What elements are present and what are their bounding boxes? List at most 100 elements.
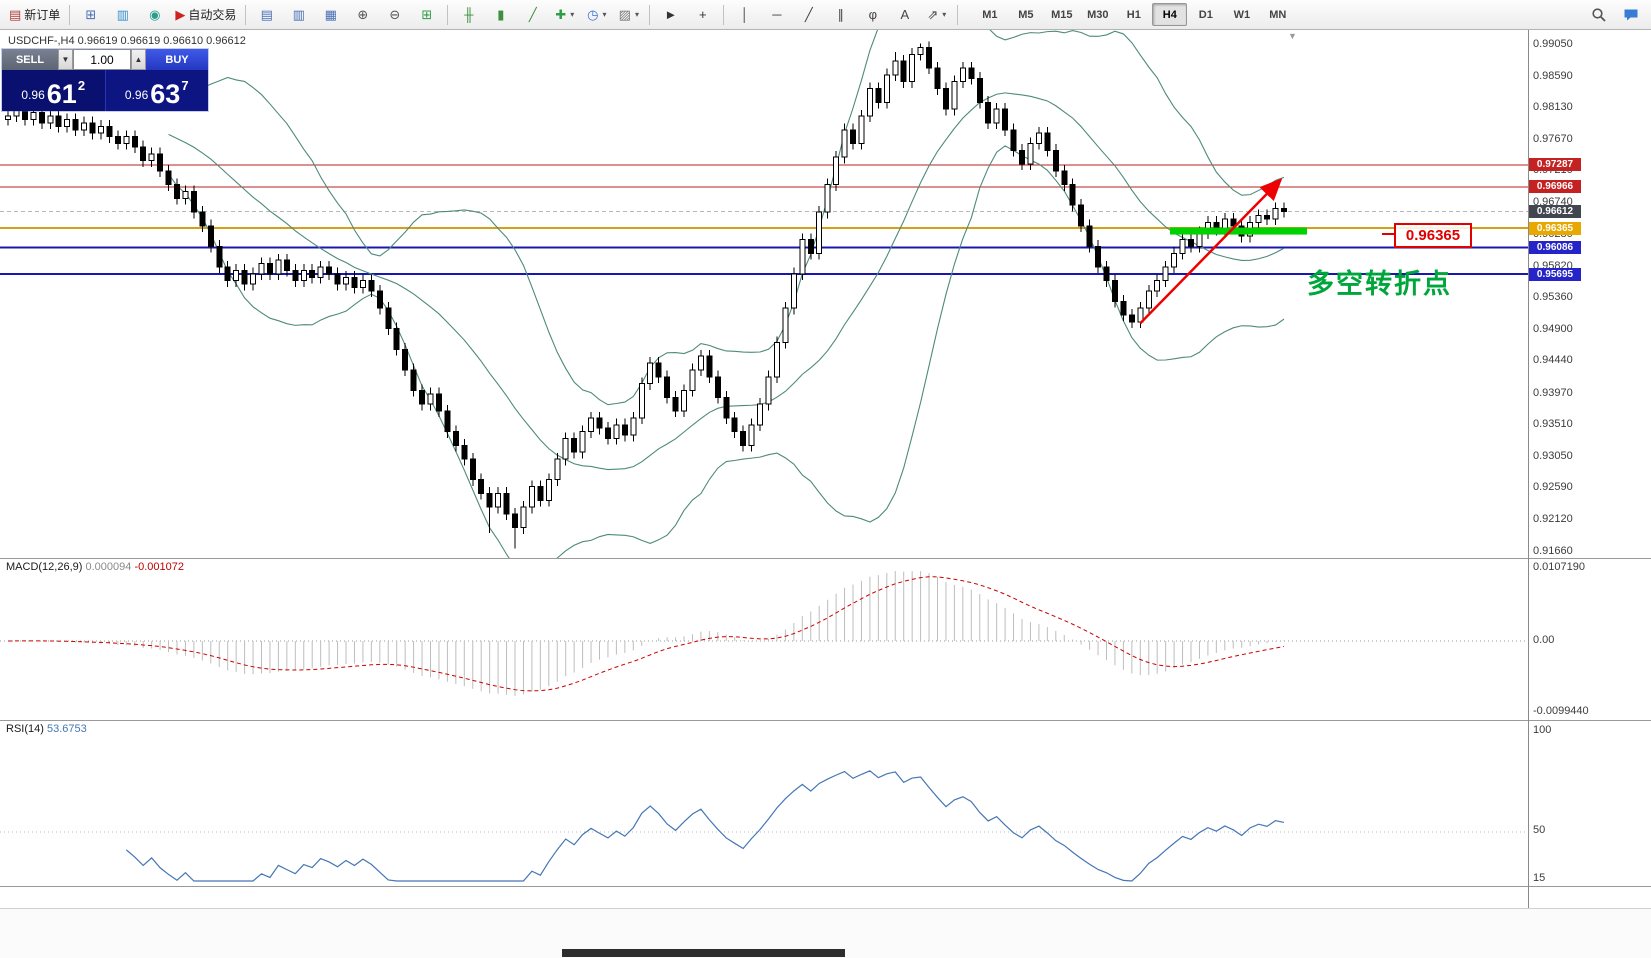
indicators-icon[interactable]: ✚ ▾ [549,2,580,28]
price-tag: 0.95695 [1529,267,1581,281]
toolbar-buttons: ▤ 新订单 ⊞ ▥ ◉ ▶ 自动交易 ▤ ▥ ▦ ⊕ ⊖ ⊞ ╫ ▮ ╱ ✚ ▾ ◷ ▾ ▨ ▾ ► + │ ─ ╱ ∥ φ A ⇗ ▾ [5,2,962,28]
toolbar-separator [69,4,71,25]
price-axis-label: 0.91660 [1533,545,1573,558]
crosshair-icon[interactable]: + [687,2,718,28]
toolbar: ▤ 新订单 ⊞ ▥ ◉ ▶ 自动交易 ▤ ▥ ▦ ⊕ ⊖ ⊞ ╫ ▮ ╱ ✚ ▾ ◷ ▾ ▨ ▾ ► + │ ─ ╱ ∥ φ A ⇗ ▾ M1… [0,0,1651,30]
buy-price-sup: 7 [181,78,189,93]
vertical-line-icon[interactable]: │ [729,2,760,28]
panel-separator[interactable] [0,720,1651,721]
arrows-icon[interactable]: ⇗ ▾ [921,2,952,28]
templates-icon: ▨ [618,7,631,22]
timeframe-m30[interactable]: M30 [1087,8,1109,21]
timeframe-m1[interactable]: M1 [982,8,998,21]
rsi-axis-label: 100 [1533,724,1552,736]
zoom-out-icon: ⊖ [389,7,401,22]
sell-price[interactable]: 0.96 61 2 [2,70,106,111]
channel-icon[interactable]: ∥ [825,2,856,28]
panel-separator[interactable] [0,558,1651,559]
horizontal-line-icon: ─ [772,7,782,22]
price-axis-label: 0.92590 [1533,481,1573,494]
candlesticks-icon: ▮ [497,7,505,22]
buy-button[interactable]: BUY [146,49,208,70]
macd-value: 0.000094 [85,561,132,573]
macd-signal-value: -0.001072 [134,561,184,573]
timeframe-h1[interactable]: H1 [1126,8,1141,21]
date-axis[interactable]: 3 Feb 202025 Feb 04:0026 Feb 12:0027 Feb… [0,886,1651,908]
ohlc-bars-icon[interactable]: ╫ [453,2,484,28]
toolbar-separator [447,4,449,25]
periods-icon[interactable]: ◷ ▾ [581,2,612,28]
new-order-button-label: 新订单 [24,8,61,22]
channel-icon: ∥ [837,7,845,22]
timeframe-mn[interactable]: MN [1269,8,1287,21]
zoom-in-icon[interactable]: ⊕ [347,2,378,28]
templates-icon[interactable]: ▨ ▾ [613,2,644,28]
new-order-button: ▤ [9,7,22,22]
sell-dropdown-icon[interactable]: ▼ [58,49,73,70]
rsi-chart[interactable] [0,721,1651,886]
fibonacci-icon[interactable]: φ [857,2,888,28]
dropdown-caret-icon: ▾ [570,10,575,19]
chart-tool-2-icon[interactable]: ▥ [283,2,314,28]
macd-chart[interactable] [0,559,1651,720]
candlesticks-icon[interactable]: ▮ [485,2,516,28]
timeframe-m5[interactable]: M5 [1018,8,1034,21]
buy-price-prefix: 0.96 [124,88,149,102]
toolbar-separator [723,4,725,25]
macd-axis-label: 0.00 [1533,634,1555,646]
chart-tool-2-icon: ▥ [292,7,305,22]
timeframe-h4[interactable]: H4 [1152,3,1188,26]
chart-tool-1-icon: ▤ [260,7,273,22]
dropdown-caret-icon: ▾ [634,10,639,19]
one-click-trading-panel: SELL ▼ ▲ BUY 0.96 61 2 0.96 63 7 [2,49,208,111]
profiles-icon[interactable]: ▥ [107,2,138,28]
horizontal-line-icon[interactable]: ─ [761,2,792,28]
chart-tool-3-icon: ▦ [324,7,337,22]
price-tag: 0.96612 [1529,204,1581,218]
rsi-label: RSI(14) [6,723,44,735]
toolbar-separator [649,4,651,25]
rsi-value: 53.6753 [46,723,87,735]
indicators-icon: ✚ [555,7,567,22]
search-icon [1591,7,1606,22]
autotrading-button[interactable]: ▶ 自动交易 [171,2,240,28]
main-chart[interactable] [0,30,1651,558]
text-icon: A [900,7,910,22]
price-axis-label: 0.93510 [1533,418,1573,431]
macd-axis-label: 0.0107190 [1533,561,1585,573]
new-order-button[interactable]: ▤ 新订单 [5,2,64,28]
autotrading-button: ▶ [175,7,186,22]
sell-price-big: 61 [46,79,77,110]
charts-window-icon[interactable]: ⊞ [75,2,106,28]
rsi-header: RSI(14) 53.6753 [6,723,87,735]
timeframe-w1[interactable]: W1 [1233,8,1251,21]
cursor-icon: ► [664,7,678,22]
chart-tool-3-icon[interactable]: ▦ [315,2,346,28]
price-tag: 0.96086 [1529,240,1581,254]
timeframe-m15[interactable]: M15 [1051,8,1073,21]
volume-input[interactable] [73,49,131,70]
line-chart-icon[interactable]: ╱ [517,2,548,28]
sell-button[interactable]: SELL [2,49,58,70]
cursor-icon[interactable]: ► [655,2,686,28]
chat-button[interactable] [1615,2,1646,28]
chart-shift-marker[interactable]: ▼ [1288,31,1297,41]
volume-stepper-icon[interactable]: ▲ [131,49,146,70]
text-icon[interactable]: A [889,2,920,28]
zoom-out-icon[interactable]: ⊖ [379,2,410,28]
crosshair-icon: + [699,7,707,22]
horizontal-scrollbar-thumb[interactable] [562,949,845,957]
buy-price[interactable]: 0.96 63 7 [105,70,208,111]
tile-windows-icon[interactable]: ⊞ [411,2,442,28]
search-button[interactable] [1583,2,1614,28]
toolbar-separator [245,4,247,25]
price-axis-label: 0.99050 [1533,38,1573,50]
macd-axis-label: -0.0099440 [1533,705,1589,717]
sell-price-sup: 2 [77,78,86,93]
chart-tool-1-icon[interactable]: ▤ [251,2,282,28]
price-axis-label: 0.97670 [1533,132,1573,145]
timeframe-d1[interactable]: D1 [1198,8,1213,21]
market-watch-icon[interactable]: ◉ [139,2,170,28]
trendline-icon[interactable]: ╱ [793,2,824,28]
